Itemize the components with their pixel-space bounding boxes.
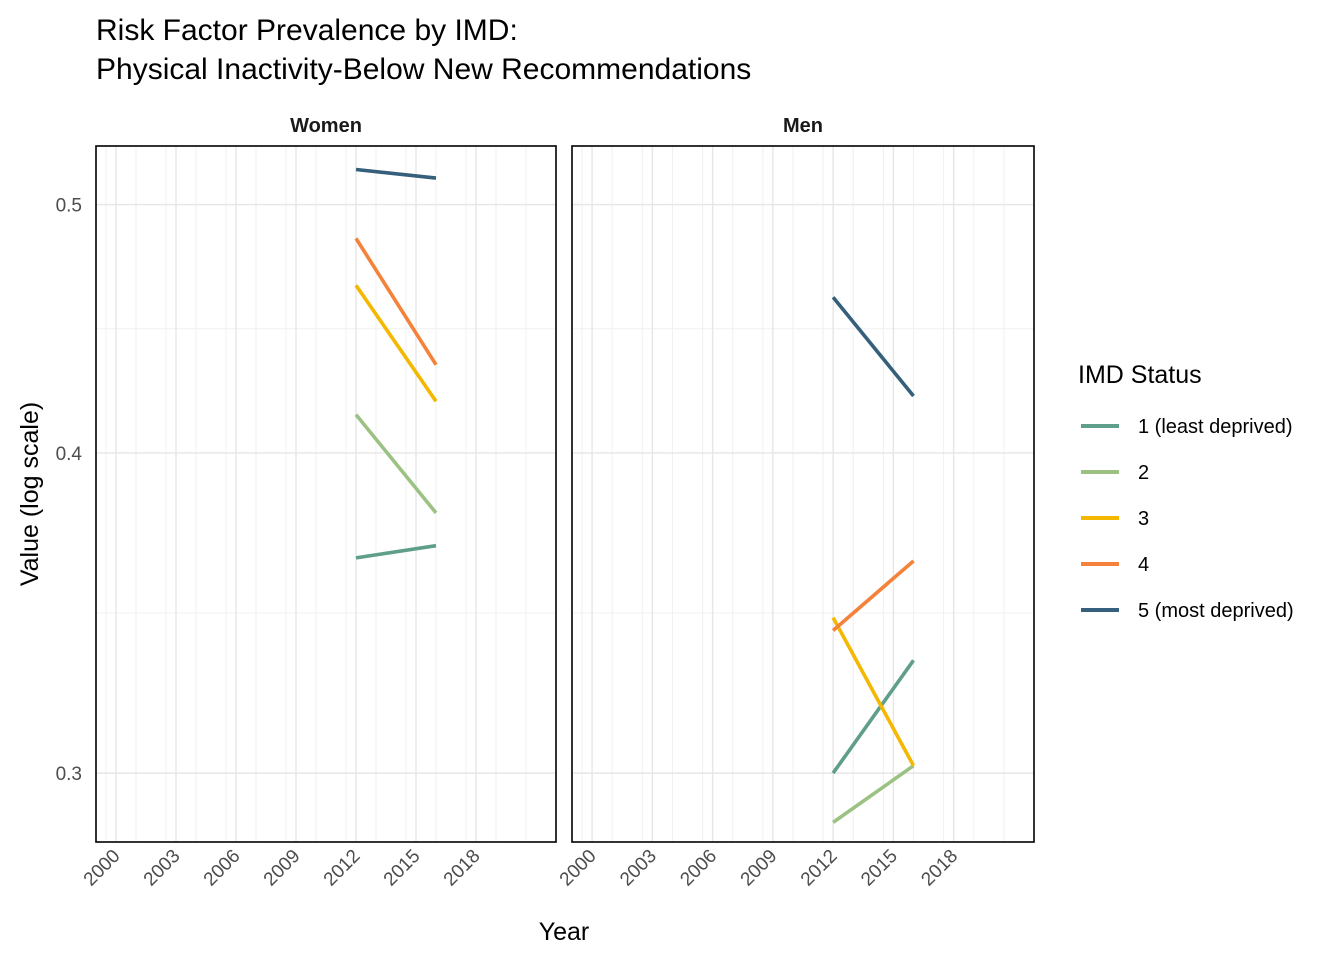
x-tick-label: 2009 [260, 846, 305, 891]
y-tick-label: 0.5 [56, 196, 82, 217]
y-tick-label: 0.3 [56, 764, 82, 785]
legend-label: 2 [1138, 462, 1149, 484]
y-axis-title: Value (log scale) [16, 402, 44, 586]
series-line-men-5 [831, 296, 915, 398]
legend-title: IMD Status [1078, 361, 1202, 389]
x-tick-label: 2012 [320, 846, 365, 891]
series-line-men-1 [831, 659, 915, 775]
y-tick-label: 0.4 [56, 444, 83, 465]
x-tick-label: 2003 [616, 846, 661, 891]
legend-label: 5 (most deprived) [1138, 600, 1294, 622]
legend-item-2: 2 [1081, 462, 1149, 484]
x-tick-label: 2003 [140, 846, 185, 891]
chart-title: Risk Factor Prevalence by IMD: [96, 14, 518, 47]
panels: Women 2000 2003 2006 2009 2012 2015 2018 Men 2000… [80, 115, 1035, 891]
y-axis-ticks: 0.3 0.4 0.5 [56, 196, 83, 786]
legend-label: 4 [1138, 554, 1149, 576]
legend-item-5: 5 (most deprived) [1081, 600, 1294, 622]
x-tick-label: 2018 [440, 846, 485, 891]
x-tick-label: 2000 [80, 846, 125, 891]
x-tick-label: 2006 [200, 846, 245, 891]
legend-label: 1 (least deprived) [1138, 416, 1293, 438]
strip-label: Men [783, 115, 823, 137]
x-axis-title: Year [539, 918, 590, 946]
panel-men: Men 2000 2003 2006 2009 2012 2015 2018 [556, 115, 1035, 891]
legend-item-4: 4 [1081, 554, 1149, 576]
series-line-men-2 [832, 764, 915, 824]
x-tick-label: 2015 [380, 846, 425, 891]
series-line-women-2 [354, 413, 438, 515]
x-tick-label: 2006 [676, 846, 721, 891]
series-line-men-3 [831, 616, 916, 767]
x-tick-label: 2015 [857, 846, 902, 891]
legend: IMD Status 1 (least deprived) 2 3 4 5 (most … [1078, 361, 1294, 622]
chart-subtitle: Physical Inactivity-Below New Recommenda… [96, 53, 751, 86]
legend-item-1: 1 (least deprived) [1081, 416, 1293, 438]
x-tick-label: 2009 [737, 846, 782, 891]
panel-border [95, 145, 557, 843]
series-line-women-3 [354, 284, 438, 403]
series-line-women-5 [355, 167, 437, 180]
series-line-women-4 [354, 237, 438, 366]
legend-item-3: 3 [1081, 508, 1149, 530]
panel-border [571, 145, 1035, 843]
series-line-women-1 [355, 543, 437, 560]
strip-label: Women [290, 115, 362, 137]
x-tick-label: 2000 [556, 846, 601, 891]
series-line-men-4 [831, 559, 915, 632]
panel-women: Women 2000 2003 2006 2009 2012 2015 2018 [80, 115, 557, 891]
legend-label: 3 [1138, 508, 1149, 530]
x-tick-label: 2018 [917, 846, 962, 891]
x-tick-label: 2012 [797, 846, 842, 891]
